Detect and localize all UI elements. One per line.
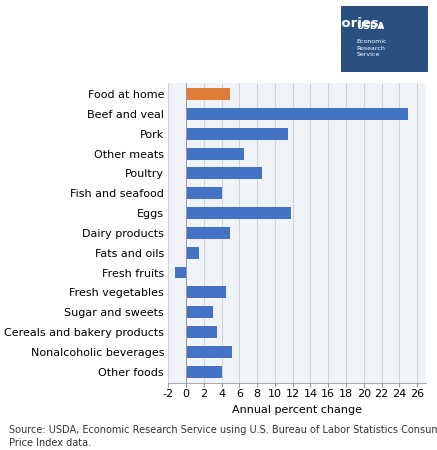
Bar <box>186 148 244 160</box>
FancyBboxPatch shape <box>341 6 428 72</box>
Bar <box>186 247 199 259</box>
Bar <box>186 227 230 239</box>
Text: Economic
Research
Service: Economic Research Service <box>356 40 387 57</box>
Text: Price changes for major at-home food categories,: Price changes for major at-home food cat… <box>11 17 384 30</box>
Bar <box>175 266 186 279</box>
Bar <box>186 326 217 338</box>
Text: Source: USDA, Economic Research Service using U.S. Bureau of Labor Statistics Co: Source: USDA, Economic Research Service … <box>9 424 437 448</box>
Bar <box>186 187 222 199</box>
X-axis label: Annual percent change: Annual percent change <box>232 405 362 415</box>
Bar <box>186 88 230 100</box>
Bar <box>186 366 222 378</box>
Bar <box>186 346 232 358</box>
Bar <box>186 306 213 318</box>
Bar <box>186 167 262 180</box>
Text: June 2019-June 2020: June 2019-June 2020 <box>11 46 165 58</box>
Bar <box>186 108 408 120</box>
Bar <box>186 286 226 298</box>
Bar <box>186 128 288 140</box>
Text: USDA: USDA <box>356 22 385 31</box>
Bar <box>186 207 291 219</box>
